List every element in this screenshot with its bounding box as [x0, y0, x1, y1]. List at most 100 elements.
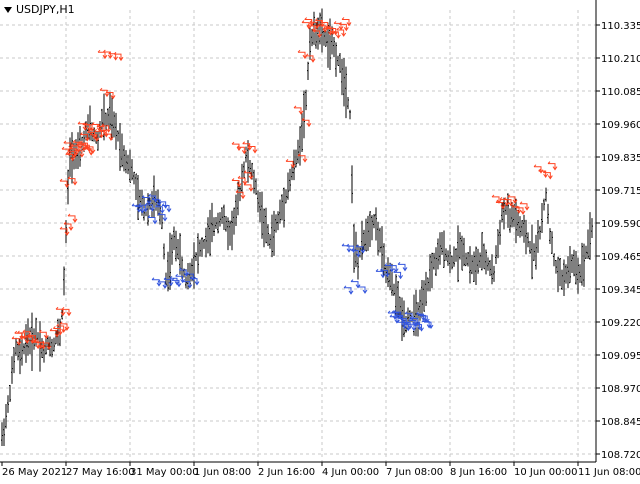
sell-arrow-icon — [49, 328, 60, 338]
sell-arrow-icon — [113, 51, 124, 62]
buy-arrow-icon — [189, 276, 200, 286]
y-tick-label: 109.220 — [601, 318, 640, 329]
sell-arrow-icon — [538, 168, 549, 178]
y-tick-label: 110.335 — [601, 21, 640, 32]
grid — [0, 10, 596, 462]
buy-arrow-icon — [141, 195, 152, 205]
sell-arrow-icon — [297, 153, 308, 163]
y-tick-label: 110.210 — [601, 54, 640, 65]
sell-arrow-icon — [101, 123, 112, 133]
buy-arrow-icon — [154, 204, 165, 214]
chart-title[interactable]: USDJPY,H1 — [4, 3, 75, 16]
sell-arrow-icon — [77, 121, 88, 131]
x-tick-label: 1 Jun 08:00 — [194, 467, 251, 478]
sell-arrow-icon — [317, 23, 328, 33]
buy-arrow-icon — [397, 262, 408, 272]
sell-arrow-icon — [91, 122, 102, 132]
buy-arrow-icon — [414, 322, 424, 332]
price-scale[interactable]: 110.335 110.210 110.085 109.960 109.835 109.7… — [601, 21, 640, 461]
sell-arrow-icon — [97, 49, 108, 60]
sell-arrow-icon — [243, 170, 254, 180]
buy-arrow-icon — [171, 278, 182, 288]
sell-arrow-icon — [547, 161, 558, 171]
buy-arrow-icon — [412, 320, 423, 331]
y-tick-label: 109.835 — [601, 153, 640, 164]
sell-arrow-icon — [74, 148, 85, 158]
sell-arrows — [11, 17, 558, 350]
sell-arrow-icon — [67, 213, 78, 223]
sell-arrow-icon — [231, 141, 242, 152]
buy-arrow-icon — [343, 285, 354, 295]
triangle-down-icon[interactable] — [4, 6, 12, 13]
y-tick-label: 109.960 — [601, 120, 640, 131]
sell-arrow-icon — [84, 122, 95, 132]
y-tick-label: 109.345 — [601, 285, 640, 296]
buy-arrow-icon — [151, 196, 162, 207]
x-tick-label: 2 Jun 16:00 — [258, 467, 315, 478]
y-tick-label: 109.715 — [601, 186, 640, 197]
sell-arrow-icon — [312, 28, 323, 38]
sell-arrow-icon — [507, 194, 518, 204]
price-bars — [1, 8, 593, 447]
buy-arrow-icon — [423, 319, 434, 329]
symbol-timeframe-label: USDJPY,H1 — [16, 3, 75, 16]
buy-arrow-icon — [157, 212, 168, 222]
y-tick-label: 110.085 — [601, 87, 640, 98]
sell-arrow-icon — [105, 90, 116, 100]
sell-arrow-icon — [103, 131, 114, 141]
sell-arrow-icon — [503, 197, 514, 207]
buy-arrow-icon — [389, 314, 400, 324]
y-tick-label: 108.845 — [601, 417, 640, 428]
x-tick-label: 26 May 2021 — [2, 467, 67, 478]
sell-arrow-icon — [542, 170, 553, 180]
sell-arrow-icon — [247, 144, 258, 154]
sell-arrow-icon — [511, 204, 522, 214]
sell-arrow-icon — [235, 189, 246, 200]
sell-arrow-icon — [87, 130, 97, 140]
sell-arrow-icon — [243, 182, 254, 192]
y-tick-label: 109.095 — [601, 351, 640, 362]
x-tick-label: 11 Jun 08:00 — [578, 467, 640, 478]
sell-arrow-icon — [330, 29, 341, 39]
sell-arrow-icon — [55, 306, 66, 317]
sell-arrow-icon — [341, 17, 352, 27]
sell-arrow-icon — [515, 205, 526, 215]
sell-arrow-icon — [495, 200, 506, 210]
sell-arrow-icon — [59, 178, 70, 189]
sell-arrow-icon — [305, 53, 316, 63]
sell-arrow-icon — [36, 340, 46, 350]
sell-arrow-icon — [94, 128, 104, 139]
axes — [0, 0, 600, 466]
x-tick-label: 10 Jun 00:00 — [514, 467, 578, 478]
sell-arrow-icon — [236, 144, 247, 155]
buy-arrow-icon — [393, 270, 404, 280]
buy-arrows — [131, 193, 434, 332]
sell-arrow-icon — [336, 27, 347, 37]
sell-arrow-icon — [333, 21, 344, 31]
buy-arrow-icon — [147, 215, 158, 225]
sell-arrow-icon — [61, 306, 72, 317]
y-tick-label: 109.465 — [601, 252, 640, 263]
sell-arrow-icon — [242, 141, 253, 151]
x-tick-label: 4 Jun 00:00 — [322, 467, 379, 478]
sell-arrow-icon — [99, 87, 110, 98]
buy-arrow-icon — [151, 277, 162, 287]
buy-arrow-icon — [157, 279, 168, 289]
sell-arrow-icon — [293, 105, 304, 115]
y-tick-label: 108.970 — [601, 384, 640, 395]
x-tick-label: 27 May 16:00 — [66, 467, 135, 478]
buy-arrow-icon — [182, 279, 193, 289]
sell-arrow-icon — [59, 226, 70, 236]
sell-arrow-icon — [285, 159, 296, 169]
sell-arrow-icon — [11, 336, 22, 346]
buy-arrow-icon — [341, 243, 352, 253]
buy-arrow-icon — [350, 248, 361, 258]
buy-arrow-icon — [144, 202, 155, 212]
sell-arrow-icon — [301, 117, 312, 128]
buy-arrow-icon — [357, 284, 368, 294]
sell-arrow-icon — [63, 221, 74, 231]
y-tick-label: 109.590 — [601, 219, 640, 230]
